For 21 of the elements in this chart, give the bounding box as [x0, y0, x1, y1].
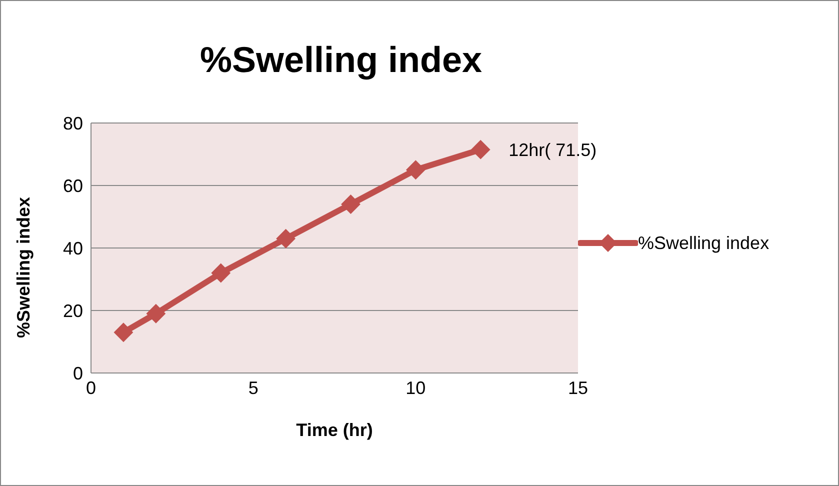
y-tick-label: 20: [62, 300, 83, 321]
legend-label: %Swelling index: [638, 232, 770, 254]
chart-title: %Swelling index: [198, 39, 484, 81]
point: [114, 322, 133, 342]
x-tick-label: 5: [248, 378, 258, 398]
annotation: 12hr( 71.5): [508, 140, 597, 160]
x-tick-label: 15: [568, 378, 588, 398]
y-tick-label: 60: [62, 176, 83, 196]
point: [341, 194, 360, 214]
x-axis-title: Time (hr): [296, 420, 373, 440]
point: [471, 140, 490, 160]
point: [406, 160, 426, 180]
x-tick-label: 10: [406, 378, 426, 398]
point: [146, 304, 166, 324]
y-tick-label: 0: [72, 363, 83, 384]
y-tick-label: 80: [62, 113, 83, 134]
point: [276, 229, 296, 248]
x-tick-label: 0: [86, 378, 96, 398]
y-axis-title: %Swelling index: [13, 196, 34, 338]
point: [211, 264, 230, 282]
y-tick-label: 40: [62, 238, 83, 258]
